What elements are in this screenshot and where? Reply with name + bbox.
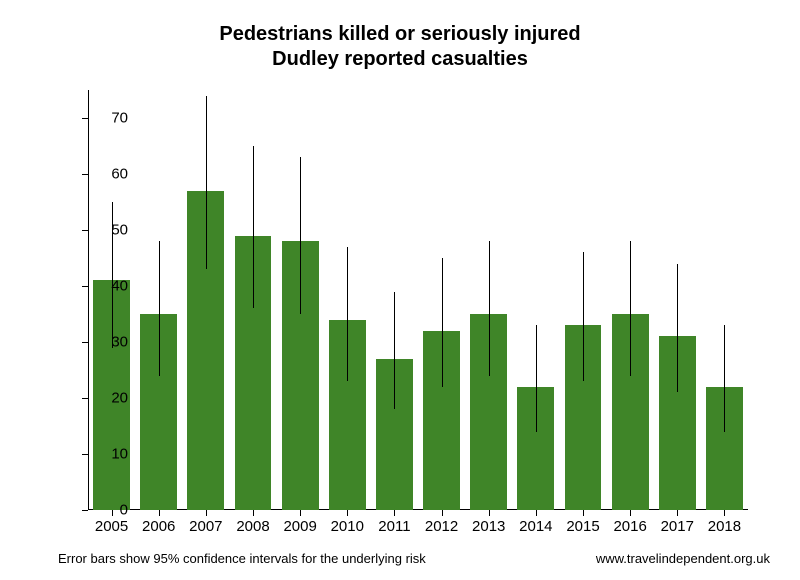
x-tick (112, 510, 113, 516)
error-bar (724, 325, 725, 431)
error-bar (630, 241, 631, 375)
x-tick-label: 2007 (189, 518, 222, 535)
footer-note-left: Error bars show 95% confidence intervals… (58, 551, 426, 566)
x-tick-label: 2010 (331, 518, 364, 535)
chart-title: Pedestrians killed or seriously injured … (0, 0, 800, 72)
y-tick (82, 510, 88, 511)
y-tick-label: 60 (111, 166, 128, 183)
x-tick (394, 510, 395, 516)
error-bar (206, 96, 207, 270)
x-tick (724, 510, 725, 516)
y-tick (82, 118, 88, 119)
x-tick-label: 2011 (378, 518, 410, 535)
y-tick-label: 70 (111, 110, 128, 127)
y-tick (82, 454, 88, 455)
x-tick-label: 2016 (613, 518, 646, 535)
x-tick-label: 2015 (566, 518, 599, 535)
footer-note-right: www.travelindependent.org.uk (596, 551, 770, 566)
y-tick-label: 20 (111, 390, 128, 407)
x-tick (347, 510, 348, 516)
x-tick-label: 2018 (708, 518, 741, 535)
chart-container: Pedestrians killed or seriously injured … (0, 0, 800, 580)
error-bar (442, 258, 443, 387)
x-tick-label: 2009 (283, 518, 316, 535)
error-bar (677, 264, 678, 393)
y-tick-label: 30 (111, 334, 128, 351)
y-tick-label: 0 (120, 502, 128, 519)
error-bar (347, 247, 348, 381)
error-bar (394, 292, 395, 410)
error-bar (253, 146, 254, 308)
x-tick (489, 510, 490, 516)
x-tick (159, 510, 160, 516)
chart-title-line2: Dudley reported casualties (272, 48, 528, 70)
plot-area (88, 90, 748, 510)
x-tick-label: 2006 (142, 518, 175, 535)
x-tick (442, 510, 443, 516)
x-tick (253, 510, 254, 516)
x-tick (583, 510, 584, 516)
y-tick (82, 174, 88, 175)
y-tick (82, 230, 88, 231)
x-tick-label: 2017 (661, 518, 694, 535)
x-tick (206, 510, 207, 516)
y-axis (88, 90, 89, 510)
x-tick-label: 2014 (519, 518, 552, 535)
y-tick-label: 10 (111, 446, 128, 463)
y-tick-label: 50 (111, 222, 128, 239)
x-tick-label: 2008 (236, 518, 269, 535)
x-tick-label: 2013 (472, 518, 505, 535)
x-tick (630, 510, 631, 516)
x-tick (536, 510, 537, 516)
error-bar (159, 241, 160, 375)
x-tick (677, 510, 678, 516)
x-tick-label: 2005 (95, 518, 128, 535)
chart-title-line1: Pedestrians killed or seriously injured (219, 23, 580, 45)
error-bar (536, 325, 537, 431)
x-tick (300, 510, 301, 516)
error-bar (489, 241, 490, 375)
y-tick (82, 398, 88, 399)
y-tick (82, 342, 88, 343)
y-tick-label: 40 (111, 278, 128, 295)
error-bar (300, 157, 301, 314)
error-bar (583, 252, 584, 381)
y-tick (82, 286, 88, 287)
x-tick-label: 2012 (425, 518, 458, 535)
